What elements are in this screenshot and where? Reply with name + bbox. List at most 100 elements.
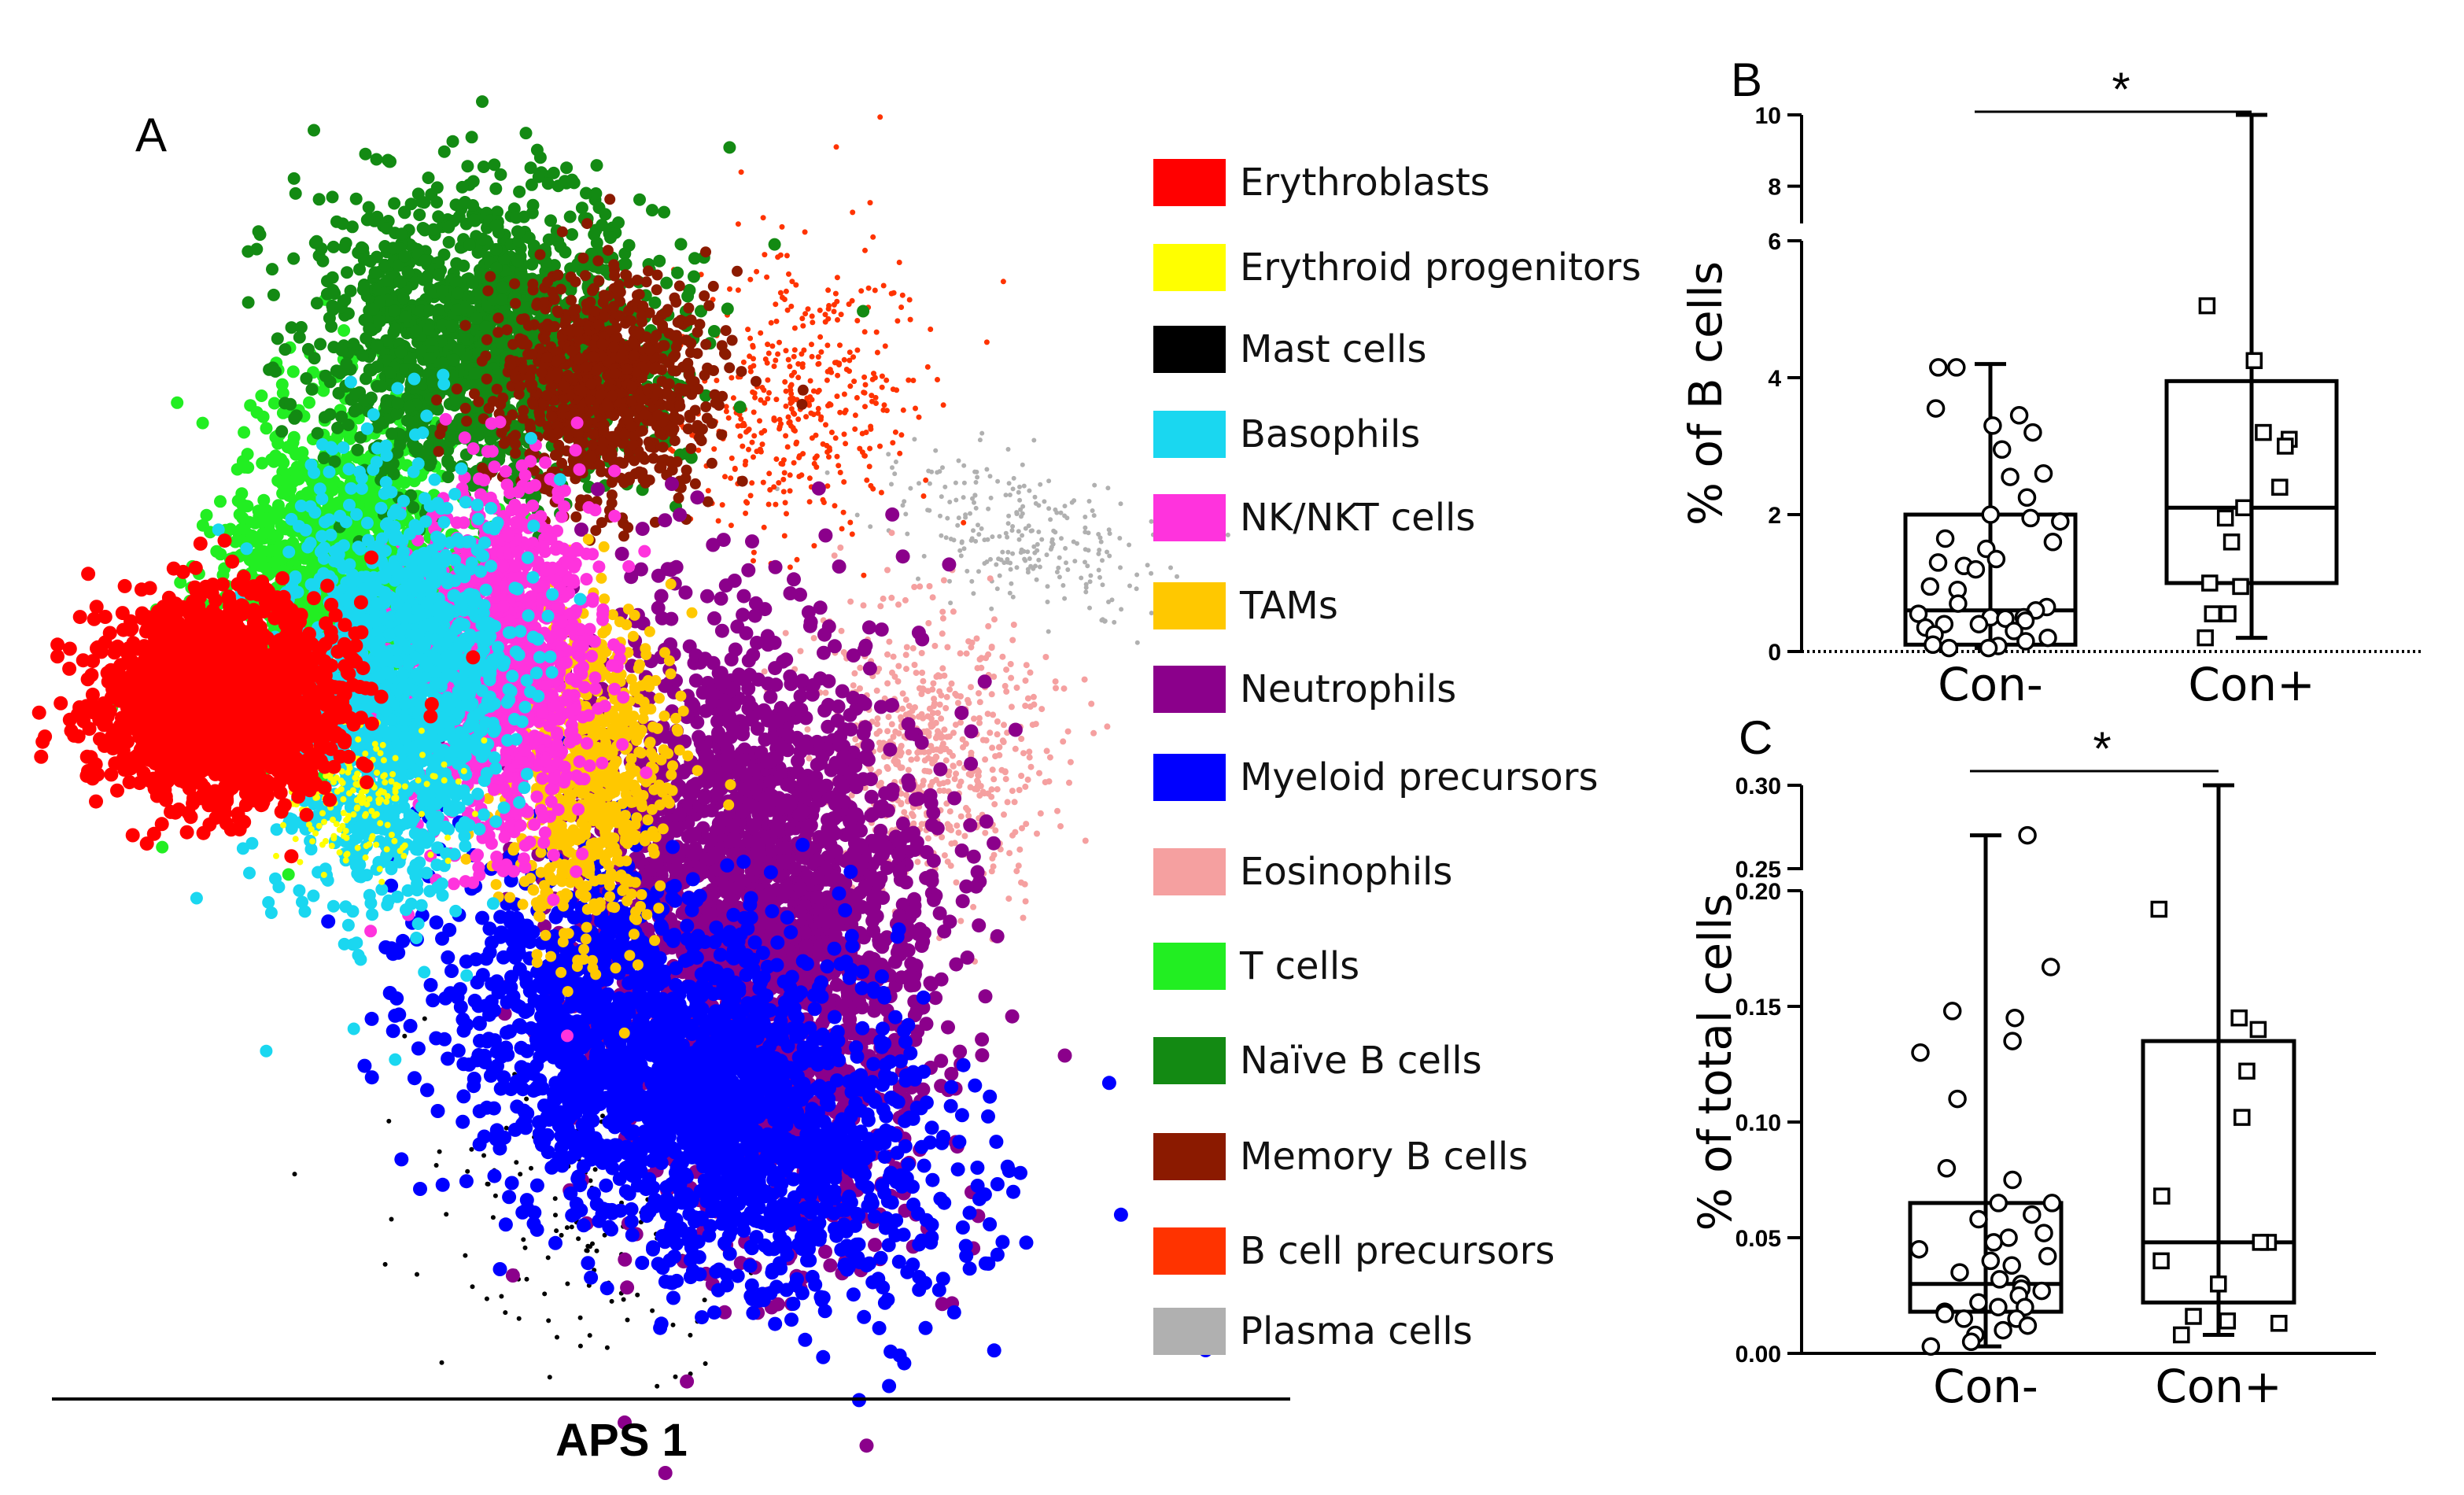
data-point [2210, 1275, 2227, 1293]
legend: Erythroblasts Erythroid progenitors Mast c… [1153, 159, 1641, 1355]
data-point [1984, 1233, 2003, 1252]
data-point [1990, 1270, 2009, 1289]
data-point [2017, 488, 2037, 508]
data-point [1992, 440, 2012, 460]
y-tick-label: 8 [1768, 175, 1781, 201]
data-point [1949, 594, 1968, 613]
data-point [1942, 1002, 1962, 1021]
data-point [2042, 1194, 2062, 1213]
box-iqr [2164, 378, 2339, 585]
y-tick-label: 0.25 [1735, 857, 1781, 883]
data-point [1948, 1089, 1967, 1109]
panel-c: C % of total cells 0.000.050.100.150.200… [1688, 711, 2376, 1413]
legend-label: Erythroblasts [1240, 161, 1490, 205]
data-point [1935, 1305, 1954, 1323]
data-point [1969, 1293, 1988, 1312]
legend-label: Myeloid precursors [1240, 755, 1598, 799]
x-category-label: Con- [1933, 1360, 2038, 1413]
box-con+ [2164, 113, 2339, 640]
box-con- [1908, 833, 2064, 1349]
legend-item: Myeloid precursors [1153, 754, 1598, 801]
data-point [2034, 464, 2053, 483]
x-category-label: Con- [1938, 658, 2043, 711]
legend-swatch [1153, 159, 1226, 206]
significance-star: * [2112, 63, 2130, 116]
scatter-plot [31, 95, 1230, 1480]
x-category-label: Con+ [2155, 1360, 2281, 1413]
cluster-plasma-cells [774, 430, 1230, 645]
legend-item: NK/NKT cells [1153, 494, 1475, 541]
data-point [1989, 1298, 2008, 1316]
legend-label: Memory B cells [1240, 1135, 1528, 1179]
y-tick-label: 0.10 [1735, 1110, 1781, 1136]
panel-a-letter: A [135, 109, 167, 161]
y-tick-label: 6 [1768, 229, 1781, 255]
cluster-myeloid-precursors [321, 736, 1213, 1408]
legend-item: Neutrophils [1153, 666, 1456, 713]
data-point [1909, 1239, 1929, 1259]
y-axis-label: % of B cells [1679, 261, 1732, 526]
box-iqr [2141, 1039, 2296, 1305]
data-point [2238, 1062, 2256, 1080]
data-point [2041, 958, 2060, 976]
legend-item: Erythroid progenitors [1153, 244, 1641, 291]
significance-bracket: * [1975, 63, 2252, 116]
legend-swatch [1153, 1133, 1226, 1180]
legend-label: T cells [1239, 944, 1359, 988]
box-plot-b: 0 2 4 6 8 10 Con- Con+ * [1755, 63, 2423, 711]
data-point [2198, 297, 2216, 315]
data-point [2216, 509, 2234, 527]
data-point [1928, 553, 1948, 572]
legend-label: B cell precursors [1240, 1229, 1555, 1273]
y-axis-label: % of total cells [1688, 894, 1742, 1231]
data-point [2018, 825, 2037, 845]
data-point [2003, 1170, 2022, 1190]
data-point [2032, 1281, 2051, 1301]
data-point [1994, 1320, 2012, 1340]
data-point [2021, 508, 2040, 528]
data-point [1969, 615, 1989, 633]
x-category-label: Con+ [2188, 658, 2315, 711]
legend-swatch [1153, 326, 1226, 373]
data-point [2002, 1256, 2021, 1275]
y-tick-label: 0 [1768, 640, 1781, 666]
data-point [2034, 1224, 2053, 1242]
legend-swatch [1153, 666, 1226, 713]
data-point [2016, 611, 2035, 630]
data-point [1961, 1332, 1981, 1352]
panel-c-letter: C [1739, 711, 1772, 764]
data-point [2249, 1021, 2267, 1039]
data-point [2230, 1009, 2248, 1027]
data-point [1983, 416, 2002, 435]
legend-swatch [1153, 494, 1226, 541]
legend-swatch [1153, 1308, 1226, 1355]
legend-label: Erythroid progenitors [1240, 245, 1641, 290]
legend-item: Eosinophils [1153, 848, 1452, 895]
data-point [2152, 1252, 2170, 1270]
panel-b-letter: B [1731, 54, 1762, 106]
data-point [1969, 1209, 1988, 1229]
legend-label: Mast cells [1240, 327, 1427, 371]
data-point [1924, 635, 1942, 655]
legend-label: Naïve B cells [1240, 1039, 1482, 1083]
legend-item: TAMs [1153, 582, 1338, 629]
legend-swatch [1153, 411, 1226, 458]
data-point [2233, 1109, 2251, 1126]
y-tick-label: 2 [1768, 503, 1781, 529]
data-point [2271, 478, 2289, 496]
data-point [2277, 437, 2294, 455]
data-point [1989, 1194, 2008, 1213]
data-point [2003, 1032, 2022, 1050]
legend-label: TAMs [1239, 584, 1338, 628]
data-point [2219, 605, 2237, 622]
data-point [2153, 1187, 2171, 1205]
data-point [2016, 632, 2035, 651]
data-point [2005, 1008, 2024, 1028]
data-point [1999, 1228, 2018, 1247]
legend-swatch [1153, 1037, 1226, 1084]
data-point [1926, 399, 1946, 418]
legend-item: Basophils [1153, 411, 1420, 458]
data-point [2150, 900, 2168, 918]
data-point [1979, 638, 1998, 658]
